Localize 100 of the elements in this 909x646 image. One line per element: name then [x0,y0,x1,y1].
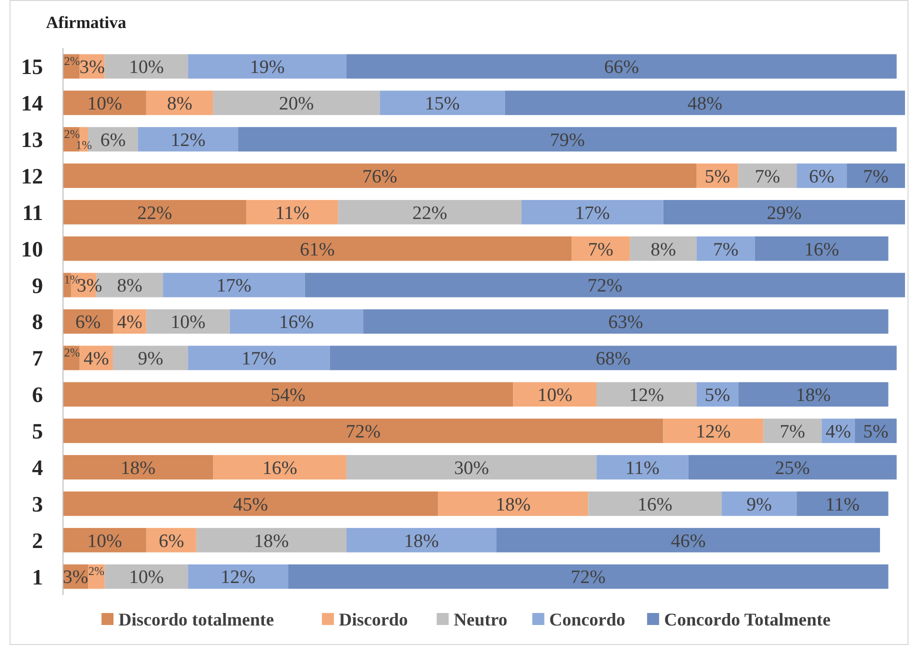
data-label: 6% [75,312,101,334]
bar [363,309,888,334]
legend-label: Neutro [454,609,508,630]
data-label: 11% [275,202,310,224]
data-label: 2% [88,564,104,578]
bar [63,90,146,116]
bar [146,90,214,116]
y-tick-label: 11 [22,200,43,225]
data-label: 6% [158,530,184,552]
legend-label: Discordo totalmente [118,609,274,630]
data-label: 16% [262,458,298,479]
bar [380,90,505,116]
data-label: 18% [120,458,156,479]
data-label: 10% [170,312,206,334]
y-tick-label: 3 [32,491,43,516]
bar [346,528,497,552]
bar [846,164,905,188]
data-label: 12% [170,130,206,151]
data-label: 16% [637,494,672,516]
bar [338,200,522,224]
data-label: 63% [608,312,644,334]
data-label: 5% [863,421,889,442]
bar [596,382,697,407]
bar [104,564,188,589]
bar [104,54,188,79]
legend-label: Concordo [549,609,626,630]
bar [63,164,697,188]
data-label: 10% [87,530,122,552]
y-tick-label: 8 [32,309,43,334]
y-tick-label: 13 [21,126,43,152]
y-tick-label: 7 [32,346,43,371]
data-label: 8% [650,239,676,260]
y-tick-label: 9 [32,272,43,298]
legend-label: Concordo Totalmente [664,609,831,630]
bar [138,127,238,152]
data-label: 45% [233,494,268,516]
data-label: 11% [625,458,660,479]
bar [113,346,188,370]
data-label: 72% [587,276,622,297]
bar [196,528,346,552]
bar [496,528,880,552]
y-tick-label: 15 [21,54,43,80]
data-label: 4% [117,312,143,334]
data-label: 10% [128,57,164,78]
bar [63,382,514,407]
y-tick-label: 10 [21,236,43,262]
bar [188,564,288,589]
bar [63,200,246,224]
bar [688,455,897,480]
data-label: 12% [629,385,664,406]
bar [63,236,572,261]
data-label: 29% [766,202,802,224]
y-tick-label: 6 [32,382,43,408]
bar [230,309,364,334]
bar [513,382,597,407]
bar [246,200,338,224]
legend-label: Discordo [338,609,408,630]
data-label: 9% [138,348,164,370]
data-label: 8% [117,276,143,297]
data-label: 18% [254,530,289,552]
data-label: 10% [537,385,572,406]
bar [722,492,797,516]
bar [63,418,664,444]
y-tick-label: 4 [32,454,43,480]
data-label: 66% [604,57,640,78]
bar [572,236,630,261]
data-label: 2% [64,346,80,360]
data-label: 7% [713,239,739,260]
bar [754,236,888,261]
data-label: 2% [64,126,80,141]
data-label: 15% [424,93,460,114]
data-label: 8% [167,93,193,114]
data-label: 22% [412,202,448,224]
data-label: 7% [863,166,889,188]
data-label: 6% [808,166,834,188]
data-label: 3% [62,567,88,588]
bar [163,272,305,298]
data-label: 18% [404,530,440,552]
bar [63,455,214,480]
data-label: 61% [300,239,335,260]
bar [588,492,722,516]
bar [522,200,664,224]
data-label: 10% [128,567,164,588]
data-label: 25% [775,458,810,479]
bar [238,127,897,152]
data-label: 18% [496,494,531,516]
data-label: 18% [796,385,831,406]
data-label: 9% [746,494,772,516]
data-label: 1% [76,138,92,152]
bar [330,346,897,370]
data-label: 54% [270,385,306,406]
data-label: 68% [596,348,631,370]
bar [738,164,797,188]
data-label: 12% [696,421,731,442]
bar [763,418,822,444]
bar [213,90,380,116]
bar [596,455,688,480]
data-label: 5% [704,385,730,406]
y-tick-label: 5 [32,418,43,444]
y-tick-label: 14 [21,90,43,116]
